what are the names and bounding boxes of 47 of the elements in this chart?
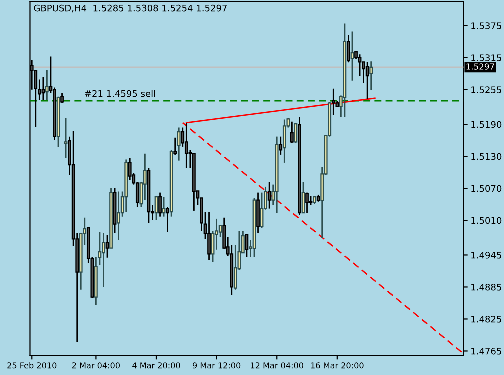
candlestick [64, 117, 68, 159]
x-tick-label: 4 Mar 20:00 [132, 362, 180, 369]
candlestick [350, 31, 354, 82]
candlestick [174, 137, 178, 156]
candlestick [306, 192, 309, 214]
x-tick-label: 25 Feb 2010 [8, 362, 57, 369]
candlestick [42, 76, 46, 101]
candlestick [154, 196, 158, 221]
y-tick-label: 1.4825 [472, 316, 502, 323]
candlestick [279, 136, 283, 156]
candlestick [208, 211, 211, 261]
candlestick [177, 127, 181, 162]
candlestick [268, 181, 272, 210]
y-tick-label: 1.4885 [472, 284, 502, 291]
y-tick-label: 1.5010 [472, 217, 502, 224]
candlestick [102, 232, 106, 288]
candlestick [128, 157, 132, 181]
y-tick-label: 1.4765 [472, 348, 502, 355]
candlestick [245, 234, 249, 258]
x-tick-label: 9 Mar 12:00 [192, 362, 241, 369]
candlestick [282, 119, 286, 164]
candlestick [332, 88, 336, 116]
y-tick-label: 1.4945 [472, 252, 502, 259]
candlestick [46, 69, 49, 101]
x-tick-label: 12 Mar 04:00 [251, 362, 304, 369]
candlestick [290, 121, 294, 144]
candlestick [309, 195, 313, 206]
candlestick [366, 61, 370, 100]
candlestick [347, 34, 350, 64]
y-tick-label: 1.5255 [472, 86, 502, 94]
candlestick [166, 206, 170, 233]
ref-line-label: 1.5297 [466, 64, 494, 70]
y-tick-label: 1.5070 [472, 185, 502, 192]
candlestick [60, 92, 64, 104]
y-tick-label: 1.5375 [472, 22, 502, 30]
y-tick-label: 1.5190 [472, 121, 502, 128]
candlestick [106, 234, 110, 259]
candlestick [117, 191, 120, 241]
x-tick-label: 16 Mar 20:00 [311, 362, 364, 369]
chart-title: GBPUSD,H4 1.5285 1.5308 1.5254 1.5297 [34, 4, 227, 13]
candlestick [370, 60, 374, 92]
candlestick [158, 192, 162, 218]
ref-line-label: #21 1.4595 sell [85, 90, 156, 98]
y-tick-label: 1.5315 [472, 54, 502, 62]
candlestick [184, 122, 188, 169]
y-tick-label: 1.5130 [472, 153, 502, 160]
x-tick-label: 2 Mar 04:00 [72, 362, 120, 369]
